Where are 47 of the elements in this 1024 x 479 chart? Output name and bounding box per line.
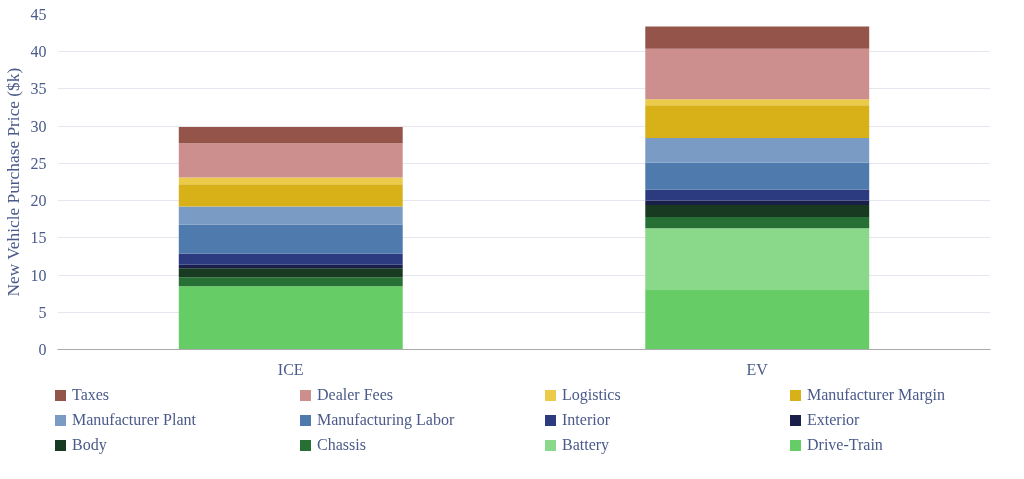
y-axis-title: New Vehicle Purchase Price ($k) <box>3 67 23 297</box>
y-tick-label: 15 <box>30 229 47 247</box>
bar <box>645 26 870 49</box>
bar <box>645 216 870 229</box>
legend-label: Body <box>72 434 107 456</box>
x-tick-label: ICE <box>277 360 304 378</box>
y-tick-label: 0 <box>38 341 47 358</box>
bar <box>645 289 870 350</box>
legend-label: Logistics <box>562 385 621 406</box>
legend-label: Dealer Fees <box>317 385 393 405</box>
bar <box>645 99 870 106</box>
y-tick-label: 35 <box>30 80 47 98</box>
bar <box>178 177 403 185</box>
bar <box>645 48 870 100</box>
legend-label: Exterior <box>807 409 860 430</box>
x-tick-label: EV <box>746 360 769 378</box>
bar <box>178 143 403 178</box>
y-tick-label: 10 <box>30 266 47 284</box>
bar <box>178 206 403 225</box>
bar <box>178 184 403 207</box>
legend-label: Manufacturing Labor <box>317 409 455 431</box>
bar <box>645 200 870 206</box>
legend-label: Manufacturer Plant <box>72 409 196 430</box>
bar <box>645 205 870 217</box>
y-tick-label: 20 <box>30 192 47 210</box>
bar <box>645 189 870 201</box>
bar <box>178 277 403 287</box>
bar <box>178 286 403 350</box>
bar <box>645 162 870 190</box>
y-tick-label: 45 <box>30 6 47 23</box>
y-tick-label: 5 <box>38 303 47 321</box>
bar <box>645 105 870 139</box>
y-tick-label: 40 <box>30 43 47 61</box>
bar <box>178 126 403 144</box>
legend-label: Interior <box>562 409 610 430</box>
bar <box>645 138 870 163</box>
legend-label: Battery <box>562 434 610 456</box>
legend-label: Taxes <box>72 385 110 405</box>
bar <box>178 268 403 278</box>
legend-label: Drive-Train <box>807 434 883 455</box>
y-tick-label: 30 <box>30 117 47 135</box>
legend-label: Chassis <box>317 434 366 455</box>
bar <box>178 224 403 254</box>
bar <box>645 228 870 290</box>
legend-label: Manufacturer Margin <box>807 385 945 406</box>
bar <box>178 253 403 265</box>
y-tick-label: 25 <box>30 154 47 172</box>
